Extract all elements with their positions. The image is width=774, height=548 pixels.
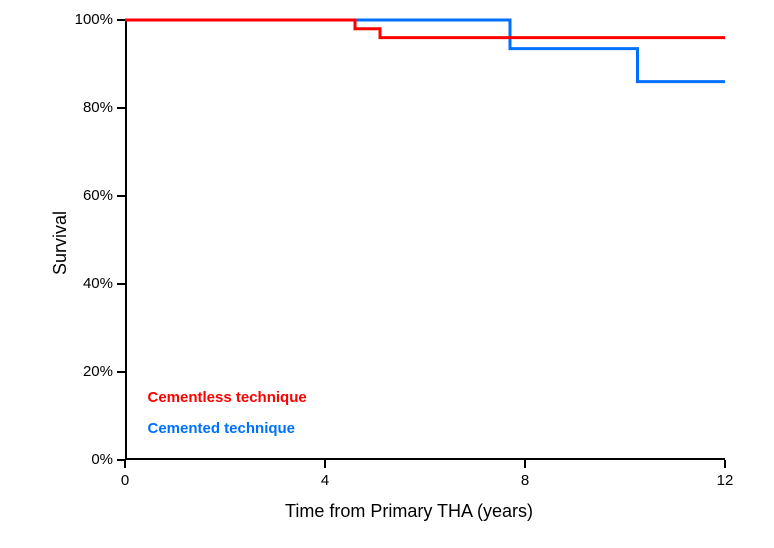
x-tick-label: 8 (505, 472, 545, 489)
y-tick (117, 19, 125, 21)
y-tick (117, 371, 125, 373)
x-tick (724, 460, 726, 468)
y-tick-label: 60% (83, 187, 113, 204)
y-tick-label: 40% (83, 275, 113, 292)
x-tick-label: 4 (305, 472, 345, 489)
y-tick-label: 20% (83, 363, 113, 380)
legend-cemented: Cemented technique (148, 420, 296, 437)
series-cementless (125, 20, 725, 38)
x-tick-label: 0 (105, 472, 145, 489)
y-tick (117, 195, 125, 197)
x-tick (124, 460, 126, 468)
survival-chart: 0% 20% 40% 60% 80% 100% 0 4 8 12 Time from Primary… (0, 0, 774, 548)
x-axis-title: Time from Primary THA (years) (285, 501, 533, 522)
y-tick-label: 0% (91, 451, 113, 468)
y-tick-label: 100% (75, 11, 113, 28)
x-tick (524, 460, 526, 468)
x-tick-label: 12 (705, 472, 745, 489)
y-tick-label: 80% (83, 99, 113, 116)
y-tick (117, 107, 125, 109)
y-axis-title: Survival (50, 211, 71, 275)
series-cemented (125, 20, 725, 82)
legend-cementless: Cementless technique (148, 389, 307, 406)
y-tick (117, 283, 125, 285)
x-tick (324, 460, 326, 468)
